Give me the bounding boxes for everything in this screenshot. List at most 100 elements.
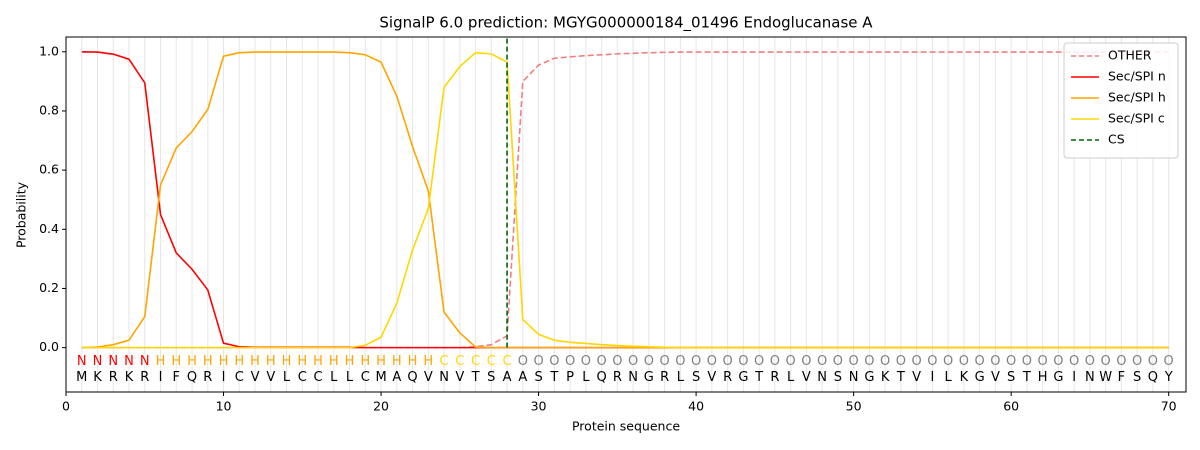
x-tick-label: 70 — [1161, 399, 1177, 414]
residue-label: R — [613, 370, 622, 385]
region-label: H — [234, 354, 244, 369]
region-label: O — [1038, 354, 1048, 369]
residue-label: L — [283, 370, 291, 385]
region-label: O — [1006, 354, 1016, 369]
residue-label: R — [140, 370, 149, 385]
y-tick-label: 0.6 — [39, 162, 59, 177]
region-label: O — [1101, 354, 1111, 369]
residue-label: L — [677, 370, 685, 385]
residue-label: C — [298, 370, 307, 385]
residue-label: L — [346, 370, 354, 385]
residue-label: T — [1022, 370, 1031, 385]
y-tick-label: 0.0 — [39, 339, 59, 354]
residue-label: S — [487, 370, 495, 385]
residue-label: V — [266, 370, 275, 385]
region-label: O — [1085, 354, 1095, 369]
region-label: O — [628, 354, 638, 369]
region-label: O — [801, 354, 811, 369]
residue-label: R — [109, 370, 118, 385]
residue-label: Y — [1164, 370, 1173, 385]
legend: OTHER Sec/SPI n Sec/SPI h Sec/SPI c CS — [1063, 42, 1179, 159]
region-label: H — [297, 354, 307, 369]
residue-label: K — [125, 370, 134, 385]
residue-label: L — [787, 370, 795, 385]
region-label: N — [108, 354, 118, 369]
region-label: N — [77, 354, 87, 369]
residue-label: L — [330, 370, 338, 385]
residue-label: N — [849, 370, 859, 385]
residue-label: P — [566, 370, 574, 385]
region-label: H — [408, 354, 418, 369]
residue-label: M — [76, 370, 87, 385]
residue-label: F — [173, 370, 180, 385]
region-label: O — [612, 354, 622, 369]
residue-label: W — [1099, 370, 1112, 385]
residue-label: N — [1085, 370, 1095, 385]
region-label: H — [203, 354, 213, 369]
x-tick-label: 10 — [216, 399, 232, 414]
residue-label: R — [203, 370, 212, 385]
residue-label: Q — [407, 370, 417, 385]
region-label: O — [754, 354, 764, 369]
plot-frame — [65, 36, 1187, 393]
region-label: O — [707, 354, 717, 369]
region-label: O — [927, 354, 937, 369]
residue-label: Q — [1148, 370, 1158, 385]
region-label: O — [1148, 354, 1158, 369]
residue-label: C — [314, 370, 323, 385]
x-tick-label: 40 — [688, 399, 704, 414]
residue-label: N — [817, 370, 827, 385]
region-label: H — [266, 354, 276, 369]
region-label: O — [675, 354, 685, 369]
region-label: O — [864, 354, 874, 369]
region-label: C — [471, 354, 480, 369]
x-tick-label: 60 — [1003, 399, 1019, 414]
residue-label: I — [930, 370, 934, 385]
x-tick-label: 20 — [373, 399, 389, 414]
residue-label: G — [1053, 370, 1063, 385]
residue-label: V — [455, 370, 464, 385]
region-label: H — [423, 354, 433, 369]
y-tick-label: 0.8 — [39, 102, 59, 117]
region-label: O — [1022, 354, 1032, 369]
legend-label: OTHER — [1108, 48, 1152, 63]
region-label: O — [691, 354, 701, 369]
legend-box — [1063, 42, 1179, 159]
region-label: H — [376, 354, 386, 369]
residue-label: T — [549, 370, 558, 385]
residue-label: V — [424, 370, 433, 385]
region-label: O — [849, 354, 859, 369]
residue-label: M — [375, 370, 386, 385]
residue-label: C — [361, 370, 370, 385]
residue-label: V — [802, 370, 811, 385]
legend-label: Sec/SPI c — [1108, 111, 1165, 126]
region-label: O — [943, 354, 953, 369]
legend-label: CS — [1108, 132, 1125, 147]
residue-label: S — [534, 370, 542, 385]
region-label: H — [187, 354, 197, 369]
residue-label: I — [1072, 370, 1076, 385]
residue-label: R — [660, 370, 669, 385]
region-label: O — [659, 354, 669, 369]
region-label: H — [360, 354, 370, 369]
residue-label: G — [975, 370, 985, 385]
residue-label: T — [896, 370, 905, 385]
region-label: O — [549, 354, 559, 369]
region-label: O — [975, 354, 985, 369]
chart-title: SignalP 6.0 prediction: MGYG000000184_01… — [379, 14, 873, 33]
region-label: H — [156, 354, 166, 369]
region-label: H — [313, 354, 323, 369]
residue-label: N — [628, 370, 638, 385]
residue-label: G — [864, 370, 874, 385]
region-label: H — [392, 354, 402, 369]
region-label: N — [140, 354, 150, 369]
region-label: O — [896, 354, 906, 369]
region-label: O — [1116, 354, 1126, 369]
y-tick-label: 0.2 — [39, 280, 59, 295]
region-label: O — [1164, 354, 1174, 369]
residue-label: N — [439, 370, 449, 385]
residue-label: L — [582, 370, 590, 385]
residue-label: S — [834, 370, 842, 385]
y-tick-label: 0.4 — [39, 221, 59, 236]
